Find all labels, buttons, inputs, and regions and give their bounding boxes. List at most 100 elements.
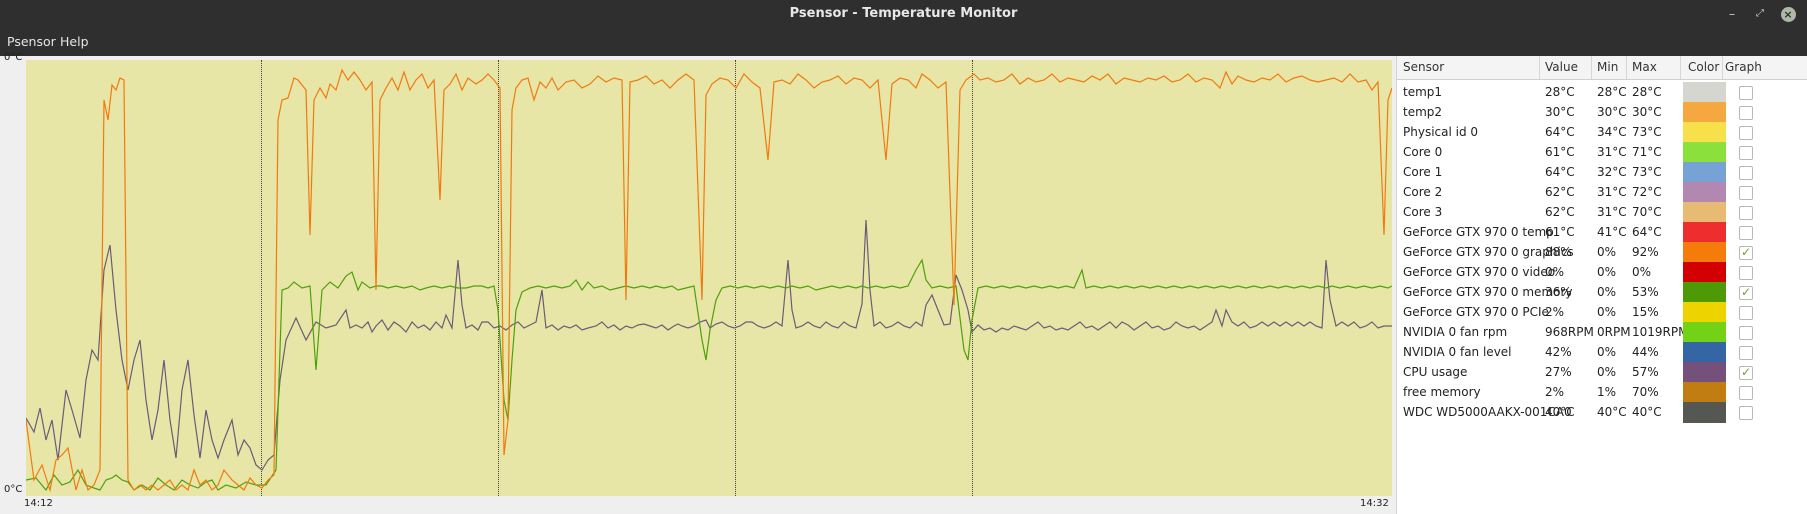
time-gridline [261, 60, 262, 496]
maximize-button[interactable]: ⤢ [1756, 8, 1764, 19]
time-gridline [498, 60, 499, 496]
sensor-min: 0% [1597, 365, 1617, 379]
sensor-name: NVIDIA 0 fan rpm [1403, 325, 1508, 339]
table-row[interactable]: temp1 28°C 28°C 28°C [1397, 81, 1807, 104]
minimize-button[interactable]: – [1729, 7, 1735, 21]
color-swatch[interactable] [1683, 342, 1726, 363]
table-row[interactable]: GeForce GTX 970 0 PCIe 2% 0% 15% [1397, 301, 1807, 324]
table-row[interactable]: NVIDIA 0 fan level 42% 0% 44% [1397, 341, 1807, 364]
sensor-name: GeForce GTX 970 0 PCIe [1403, 305, 1549, 319]
header-min[interactable]: Min [1597, 60, 1619, 74]
table-row[interactable]: Core 1 64°C 32°C 73°C [1397, 161, 1807, 184]
table-row[interactable]: temp2 30°C 30°C 30°C [1397, 101, 1807, 124]
sensor-min: 41°C [1597, 225, 1627, 239]
table-row[interactable]: GeForce GTX 970 0 graphics 88% 0% 92% ✓ [1397, 241, 1807, 264]
color-swatch[interactable] [1683, 102, 1726, 123]
graph-checkbox[interactable] [1739, 266, 1753, 280]
table-row[interactable]: WDC WD5000AAKX-001CA0 40°C 40°C 40°C [1397, 401, 1807, 424]
header-color[interactable]: Color [1688, 60, 1720, 74]
color-swatch[interactable] [1683, 162, 1726, 183]
graph-panel: 0°C 0°C 14:12 14:32 [0, 52, 1395, 514]
sensor-max: 64°C [1632, 225, 1662, 239]
sensor-name: GeForce GTX 970 0 graphics [1403, 245, 1574, 259]
header-sensor[interactable]: Sensor [1403, 60, 1445, 74]
sensor-max: 72°C [1632, 185, 1662, 199]
column-separator[interactable] [1626, 56, 1627, 79]
column-separator[interactable] [1591, 56, 1592, 79]
table-row[interactable]: GeForce GTX 970 0 temp 61°C 41°C 64°C [1397, 221, 1807, 244]
graph-checkbox[interactable]: ✓ [1739, 365, 1753, 380]
table-row[interactable]: CPU usage 27% 0% 57% ✓ [1397, 361, 1807, 384]
graph-checkbox[interactable] [1739, 386, 1753, 400]
sensor-name: GeForce GTX 970 0 video [1403, 265, 1556, 279]
graph-checkbox[interactable] [1739, 186, 1753, 200]
sensor-max: 44% [1632, 345, 1659, 359]
close-icon: × [1780, 7, 1796, 22]
table-row[interactable]: GeForce GTX 970 0 memory 36% 0% 53% ✓ [1397, 281, 1807, 304]
graph-checkbox[interactable] [1739, 86, 1753, 100]
graph-checkbox[interactable] [1739, 206, 1753, 220]
color-swatch[interactable] [1683, 142, 1726, 163]
color-swatch[interactable] [1683, 242, 1726, 263]
graph-checkbox[interactable] [1739, 226, 1753, 240]
color-swatch[interactable] [1683, 322, 1726, 343]
color-swatch[interactable] [1683, 182, 1726, 203]
sensor-value: 42% [1545, 345, 1572, 359]
color-swatch[interactable] [1683, 302, 1726, 323]
sensor-min: 0% [1597, 345, 1617, 359]
table-row[interactable]: Physical id 0 64°C 34°C 73°C [1397, 121, 1807, 144]
sensor-min: 31°C [1597, 205, 1627, 219]
sensor-min: 0RPM [1597, 325, 1631, 339]
time-gridline [735, 60, 736, 496]
graph-checkbox[interactable] [1739, 106, 1753, 120]
graph-checkbox[interactable]: ✓ [1739, 285, 1753, 300]
temperature-graph [26, 60, 1392, 496]
column-separator[interactable] [1722, 56, 1723, 79]
graph-checkbox[interactable] [1739, 146, 1753, 160]
sensor-value: 62°C [1545, 205, 1575, 219]
sensor-value: 61°C [1545, 145, 1575, 159]
sensor-min: 32°C [1597, 165, 1627, 179]
table-row[interactable]: free memory 2% 1% 70% [1397, 381, 1807, 404]
color-swatch[interactable] [1683, 382, 1726, 403]
graph-checkbox[interactable] [1739, 406, 1753, 420]
table-row[interactable]: Core 3 62°C 31°C 70°C [1397, 201, 1807, 224]
color-swatch[interactable] [1683, 222, 1726, 243]
graph-checkbox[interactable] [1739, 346, 1753, 360]
sensor-name: Physical id 0 [1403, 125, 1479, 139]
table-row[interactable]: Core 2 62°C 31°C 72°C [1397, 181, 1807, 204]
close-button[interactable]: × [1778, 4, 1798, 24]
graph-lines [26, 68, 1392, 493]
x-axis-start-label: 14:12 [24, 498, 53, 509]
column-separator[interactable] [1539, 56, 1540, 79]
color-swatch[interactable] [1683, 202, 1726, 223]
color-swatch[interactable] [1683, 282, 1726, 303]
column-separator[interactable] [1680, 56, 1681, 79]
header-value[interactable]: Value [1545, 60, 1578, 74]
sensor-max: 15% [1632, 305, 1659, 319]
graph-checkbox[interactable] [1739, 126, 1753, 140]
graph-checkbox[interactable] [1739, 326, 1753, 340]
menu-bar: Psensor Help [0, 28, 1807, 56]
header-graph[interactable]: Graph [1725, 60, 1762, 74]
graph-checkbox[interactable] [1739, 306, 1753, 320]
color-swatch[interactable] [1683, 362, 1726, 383]
table-row[interactable]: NVIDIA 0 fan rpm 968RPM 0RPM 1019RPM [1397, 321, 1807, 344]
menu-psensor[interactable]: Psensor [7, 34, 56, 49]
color-swatch[interactable] [1683, 262, 1726, 283]
table-row[interactable]: GeForce GTX 970 0 video 0% 0% 0% [1397, 261, 1807, 284]
time-gridline [972, 60, 973, 496]
color-swatch[interactable] [1683, 402, 1726, 423]
graph-checkbox[interactable] [1739, 166, 1753, 180]
header-max[interactable]: Max [1632, 60, 1657, 74]
sensor-min: 40°C [1597, 405, 1627, 419]
graph-checkbox[interactable]: ✓ [1739, 245, 1753, 260]
menu-help[interactable]: Help [60, 34, 89, 49]
sensor-max: 57% [1632, 365, 1659, 379]
sensor-min: 0% [1597, 265, 1617, 279]
table-row[interactable]: Core 0 61°C 31°C 71°C [1397, 141, 1807, 164]
sensor-max: 92% [1632, 245, 1659, 259]
color-swatch[interactable] [1683, 82, 1726, 103]
sensor-max: 30°C [1632, 105, 1662, 119]
color-swatch[interactable] [1683, 122, 1726, 143]
